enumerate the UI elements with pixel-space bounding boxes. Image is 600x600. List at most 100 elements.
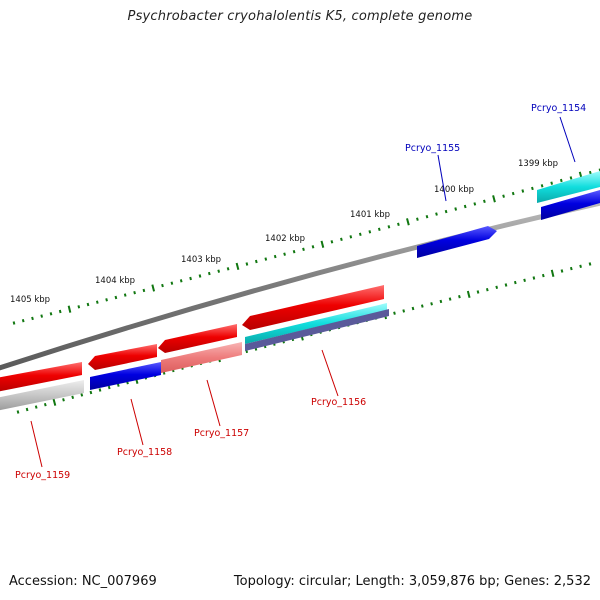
outer-scale-minor-tick <box>13 321 16 324</box>
outer-scale-minor-tick <box>133 291 136 294</box>
inner-scale-minor-tick <box>486 288 489 291</box>
gene-label-pcryo-1159[interactable]: Pcryo_1159 <box>15 470 70 481</box>
outer-scale <box>13 168 600 324</box>
outer-scale-minor-tick <box>302 248 305 251</box>
genome-backbone <box>0 201 600 371</box>
inner-scale-minor-tick <box>430 302 433 305</box>
outer-scale-minor-tick <box>541 184 544 187</box>
tick-label-1405: 1405 kbp <box>10 295 50 305</box>
outer-scale-minor-tick <box>560 179 563 182</box>
outer-scale-minor-tick <box>283 252 286 255</box>
outer-scale-minor-tick <box>435 212 438 215</box>
inner-scale-minor-tick <box>449 297 452 300</box>
inner-scale-minor-tick <box>393 311 396 314</box>
tick-label-1399: 1399 kbp <box>518 159 558 169</box>
outer-scale-minor-tick <box>349 235 352 238</box>
gene-label-pcryo-1155[interactable]: Pcryo_1155 <box>405 143 460 154</box>
outer-scale-minor-tick <box>454 207 457 210</box>
gene-label-pcryo-1156[interactable]: Pcryo_1156 <box>311 397 366 408</box>
outer-scale-minor-tick <box>171 281 174 284</box>
inner-scale-minor-tick <box>458 295 461 298</box>
leader-pcryo-1158 <box>131 399 143 445</box>
inner-scale-minor-tick <box>440 300 443 303</box>
inner-scale-minor-tick <box>71 396 74 399</box>
inner-scale-minor-tick <box>561 269 564 272</box>
inner-scale-minor-tick <box>589 262 592 265</box>
outer-scale-minor-tick <box>416 217 419 220</box>
inner-scale-minor-tick <box>26 408 29 411</box>
inner-scale-minor-tick <box>402 309 405 312</box>
inner-scale-minor-tick <box>495 286 498 289</box>
leader-pcryo-1154 <box>560 117 575 162</box>
inner-scale-minor-tick <box>108 386 111 389</box>
inner-scale-minor-tick <box>35 405 38 408</box>
genome-summary-text: Topology: circular; Length: 3,059,876 bp… <box>234 574 591 589</box>
inner-scale-minor-tick <box>99 388 102 391</box>
gene-label-pcryo-1154[interactable]: Pcryo_1154 <box>531 103 586 114</box>
inner-scale-minor-tick <box>412 307 415 310</box>
outer-scale-minor-tick <box>50 312 53 315</box>
outer-scale-minor-tick <box>180 279 183 282</box>
inner-scale-major-tick <box>551 270 555 277</box>
outer-scale-minor-tick <box>227 267 230 270</box>
tick-label-1403: 1403 kbp <box>181 255 221 265</box>
outer-scale-minor-tick <box>512 192 515 195</box>
inner-scale-minor-tick <box>421 304 424 307</box>
outer-scale-minor-tick <box>31 317 34 320</box>
outer-scale-minor-tick <box>426 215 429 218</box>
inner-scale-minor-tick <box>579 265 582 268</box>
outer-scale-minor-tick <box>199 274 202 277</box>
inner-scale-minor-tick <box>533 276 536 279</box>
inner-scale-minor-tick <box>62 398 65 401</box>
outer-scale-minor-tick <box>473 202 476 205</box>
inner-scale-minor-tick <box>523 279 526 282</box>
outer-scale-minor-tick <box>570 176 573 179</box>
outer-scale-minor-tick <box>40 314 43 317</box>
gene-label-pcryo-1158[interactable]: Pcryo_1158 <box>117 447 172 458</box>
outer-scale-minor-tick <box>340 238 343 241</box>
outer-scale-minor-tick <box>143 289 146 292</box>
gene-label-pcryo-1157[interactable]: Pcryo_1157 <box>194 428 249 439</box>
outer-scale-minor-tick <box>124 293 127 296</box>
outer-scale-minor-tick <box>246 262 249 265</box>
outer-scale-major-tick <box>68 306 72 313</box>
inner-scale-minor-tick <box>505 283 508 286</box>
leader-pcryo-1159 <box>31 421 42 467</box>
outer-scale-major-tick <box>321 241 325 248</box>
outer-scale-minor-tick <box>293 250 296 253</box>
tick-label-1404: 1404 kbp <box>95 276 135 286</box>
leader-pcryo-1157 <box>207 380 220 426</box>
outer-scale-minor-tick <box>312 245 315 248</box>
outer-scale-minor-tick <box>397 223 400 226</box>
outer-scale-minor-tick <box>115 296 118 299</box>
outer-scale-minor-tick <box>464 205 467 208</box>
outer-scale-minor-tick <box>445 210 448 213</box>
outer-scale-minor-tick <box>105 298 108 301</box>
outer-scale-minor-tick <box>255 260 258 263</box>
outer-scale-minor-tick <box>359 233 362 236</box>
outer-scale-major-tick <box>236 263 240 270</box>
outer-scale-major-tick <box>492 195 496 202</box>
inner-scale-minor-tick <box>44 403 47 406</box>
inner-scale-major-tick <box>53 399 57 406</box>
outer-scale-minor-tick <box>161 284 164 287</box>
inner-scale-minor-tick <box>17 410 20 413</box>
inner-scale-major-tick <box>467 291 471 298</box>
outer-scale-minor-tick <box>208 272 211 275</box>
outer-scale-major-tick <box>406 218 410 225</box>
inner-scale-minor-tick <box>80 393 83 396</box>
outer-scale-minor-tick <box>189 277 192 280</box>
outer-scale-minor-tick <box>531 187 534 190</box>
outer-scale-major-tick <box>151 284 155 291</box>
outer-scale-minor-tick <box>87 303 90 306</box>
leader-pcryo-1156 <box>322 350 338 396</box>
outer-scale-minor-tick <box>22 319 25 322</box>
tick-label-1400: 1400 kbp <box>434 185 474 195</box>
outer-scale-minor-tick <box>331 240 334 243</box>
outer-scale-minor-tick <box>368 230 371 233</box>
outer-scale-minor-tick <box>378 228 381 231</box>
inner-scale-minor-tick <box>542 274 545 277</box>
outer-scale-minor-tick <box>264 257 267 260</box>
outer-scale-minor-tick <box>96 301 99 304</box>
accession-text: Accession: NC_007969 <box>9 574 157 589</box>
